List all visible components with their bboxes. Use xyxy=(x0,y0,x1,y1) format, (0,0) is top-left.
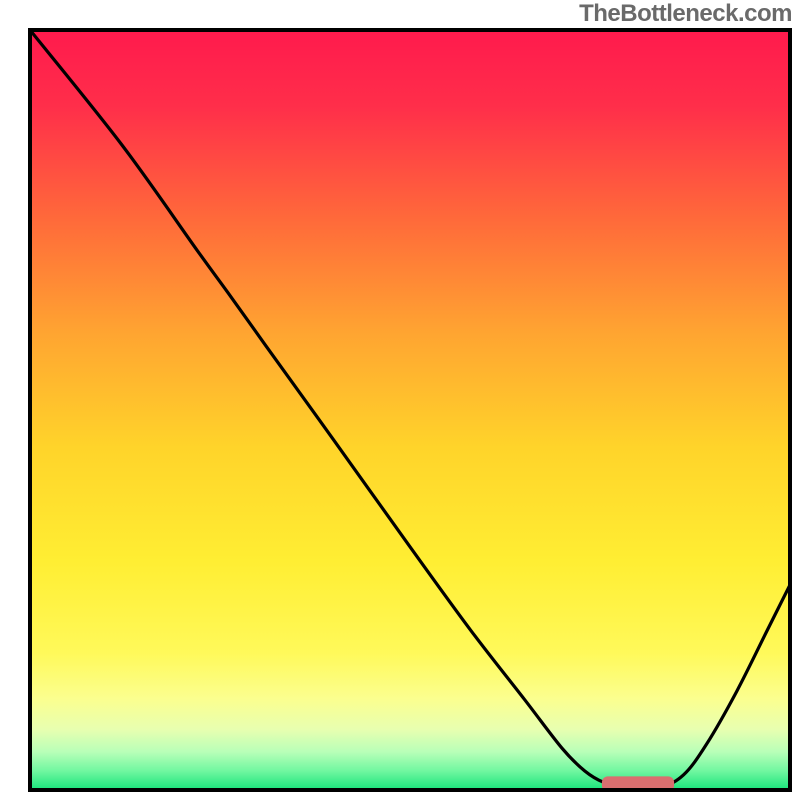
bottleneck-chart: TheBottleneck.com xyxy=(0,0,800,800)
chart-svg xyxy=(0,0,800,800)
watermark-text: TheBottleneck.com xyxy=(579,0,792,28)
gradient-background xyxy=(30,30,790,790)
